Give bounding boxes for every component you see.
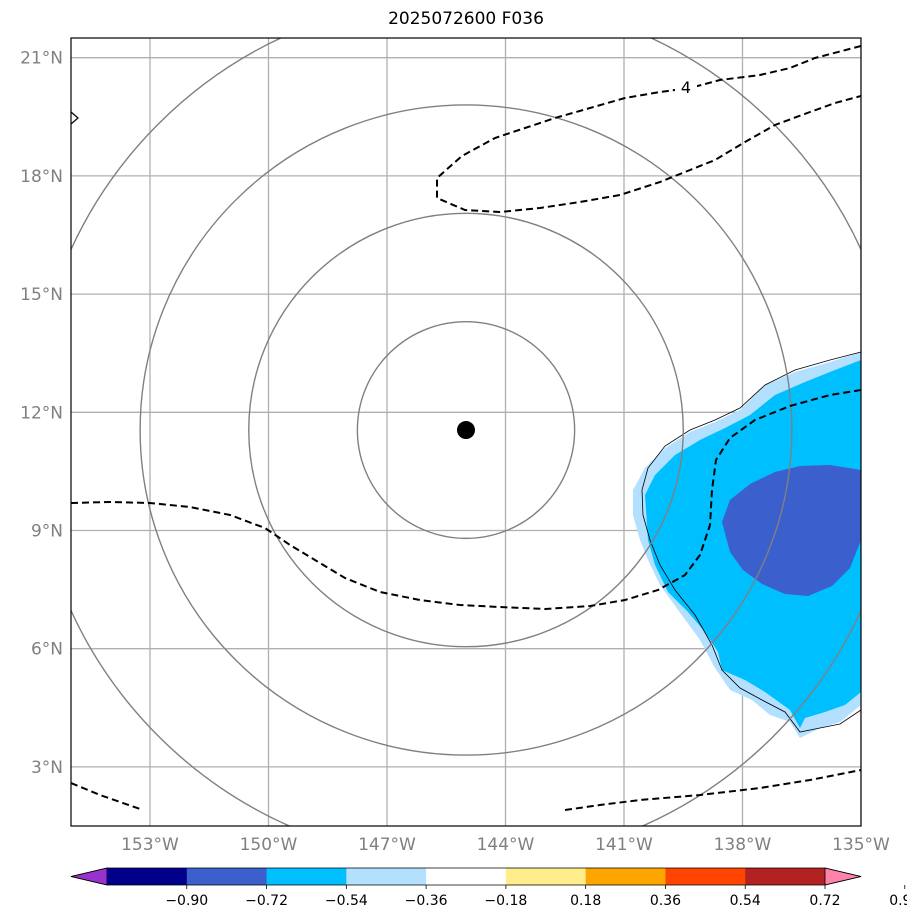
dashed-contour-middle: [71, 389, 861, 611]
colorbar-tick-label: −0.18: [484, 893, 527, 909]
map-title: 2025072600 F036: [388, 9, 544, 29]
range-rings: [71, 38, 861, 826]
coastline-fragment: [70, 111, 79, 125]
range-ring-3: [139, 104, 793, 756]
graticule: [71, 38, 861, 826]
dashed-contour-north: [436, 45, 861, 214]
colorbar-segment: [426, 868, 507, 885]
colorbar-extend-high: [824, 867, 862, 886]
storm-center-marker: [457, 421, 475, 440]
shade-dark: [722, 465, 861, 596]
shaded-region: [633, 351, 861, 738]
longitude-labels: 153°W 150°W 147°W 144°W 141°W 138°W 135°W: [121, 835, 890, 855]
lat-tick-label: 3°N: [31, 758, 63, 778]
colorbar-segment: [186, 868, 268, 885]
lat-tick-label: 6°N: [31, 640, 63, 660]
lon-tick-label: 138°W: [714, 835, 772, 855]
colorbar-tick-label: 0.36: [650, 893, 681, 909]
lat-tick-label: 9°N: [31, 522, 63, 542]
lat-tick-label: 15°N: [20, 285, 63, 305]
colorbar-tick-label: −0.90: [165, 893, 208, 909]
colorbar-tick-label: −0.72: [245, 893, 288, 909]
lon-tick-label: 147°W: [358, 835, 416, 855]
contour-label-bg: [675, 78, 697, 96]
latitude-labels: 21°N 18°N 15°N 12°N 9°N 6°N 3°N: [20, 49, 63, 778]
colorbar-tick-label: −0.54: [325, 893, 368, 909]
dashed-contours: [71, 45, 861, 811]
lat-tick-label: 18°N: [20, 167, 63, 187]
colorbar: −0.90 −0.72 −0.54 −0.36 −0.18 0.18 0.36 0.54 0.7…: [70, 867, 907, 909]
colorbar-tick-label: 0.90: [889, 893, 907, 909]
lon-tick-label: 135°W: [832, 835, 890, 855]
colorbar-tick-label: 0.54: [730, 893, 761, 909]
colorbar-segment: [505, 868, 587, 885]
colorbar-segment: [346, 868, 427, 885]
colorbar-tick-label: −0.36: [405, 893, 448, 909]
colorbar-segment: [745, 868, 826, 885]
lon-tick-label: 150°W: [240, 835, 298, 855]
lon-tick-label: 153°W: [121, 835, 179, 855]
colorbar-segment: [107, 868, 188, 885]
colorbar-segment: [665, 868, 746, 885]
colorbar-segment: [585, 868, 666, 885]
colorbar-extend-low: [70, 867, 108, 886]
colorbar-tick-label: 0.18: [570, 893, 601, 909]
colorbar-outline: [70, 867, 862, 886]
dashed-contour-label: 4: [681, 78, 691, 97]
map-frame: [70, 37, 862, 827]
dashed-contour-southeast: [564, 769, 861, 811]
lat-tick-label: 21°N: [20, 49, 63, 69]
lon-tick-label: 141°W: [595, 835, 653, 855]
colorbar-tick-label: 0.72: [809, 893, 840, 909]
range-ring-2: [248, 212, 684, 648]
dashed-contour-southwest: [71, 782, 144, 811]
colorbar-segment: [266, 868, 347, 885]
zero-contour: [641, 351, 861, 733]
lat-tick-label: 12°N: [20, 403, 63, 423]
range-ring-1: [356, 320, 576, 540]
lon-tick-label: 144°W: [477, 835, 535, 855]
